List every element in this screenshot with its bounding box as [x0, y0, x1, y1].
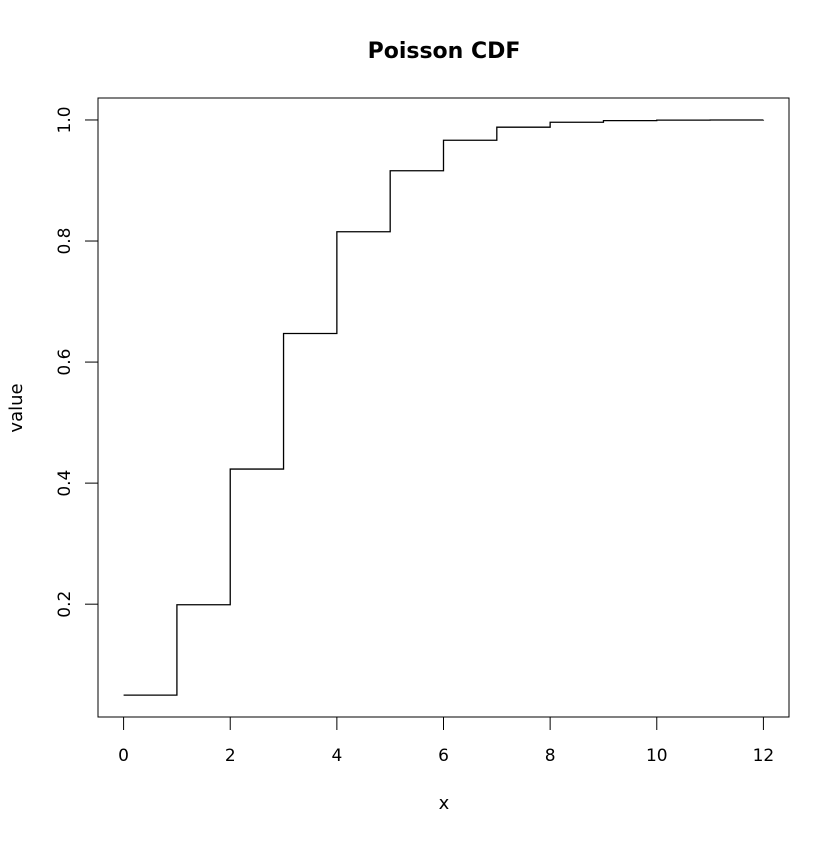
x-axis: 0 2 4 6 8 10 12: [118, 716, 775, 766]
chart-title: Poisson CDF: [368, 39, 521, 64]
x-tick-label: 4: [331, 746, 342, 766]
y-axis-label: value: [6, 383, 27, 432]
x-tick-label: 10: [646, 746, 668, 766]
x-tick-label: 0: [118, 746, 129, 766]
x-tick-label: 8: [545, 746, 556, 766]
x-axis-label: x: [439, 793, 450, 814]
y-tick-label: 0.6: [55, 349, 75, 376]
cdf-step-line: [123, 119, 765, 696]
cdf-series: [123, 119, 765, 696]
y-axis: 0.2 0.4 0.6 0.8 1.0: [55, 106, 99, 618]
y-tick-label: 0.2: [55, 591, 75, 618]
x-tick-label: 6: [438, 746, 449, 766]
x-tick-label: 2: [225, 746, 236, 766]
y-tick-label: 0.4: [55, 470, 75, 497]
x-tick-label: 12: [753, 746, 775, 766]
y-tick-label: 0.8: [55, 227, 75, 254]
y-tick-label: 1.0: [55, 106, 75, 133]
